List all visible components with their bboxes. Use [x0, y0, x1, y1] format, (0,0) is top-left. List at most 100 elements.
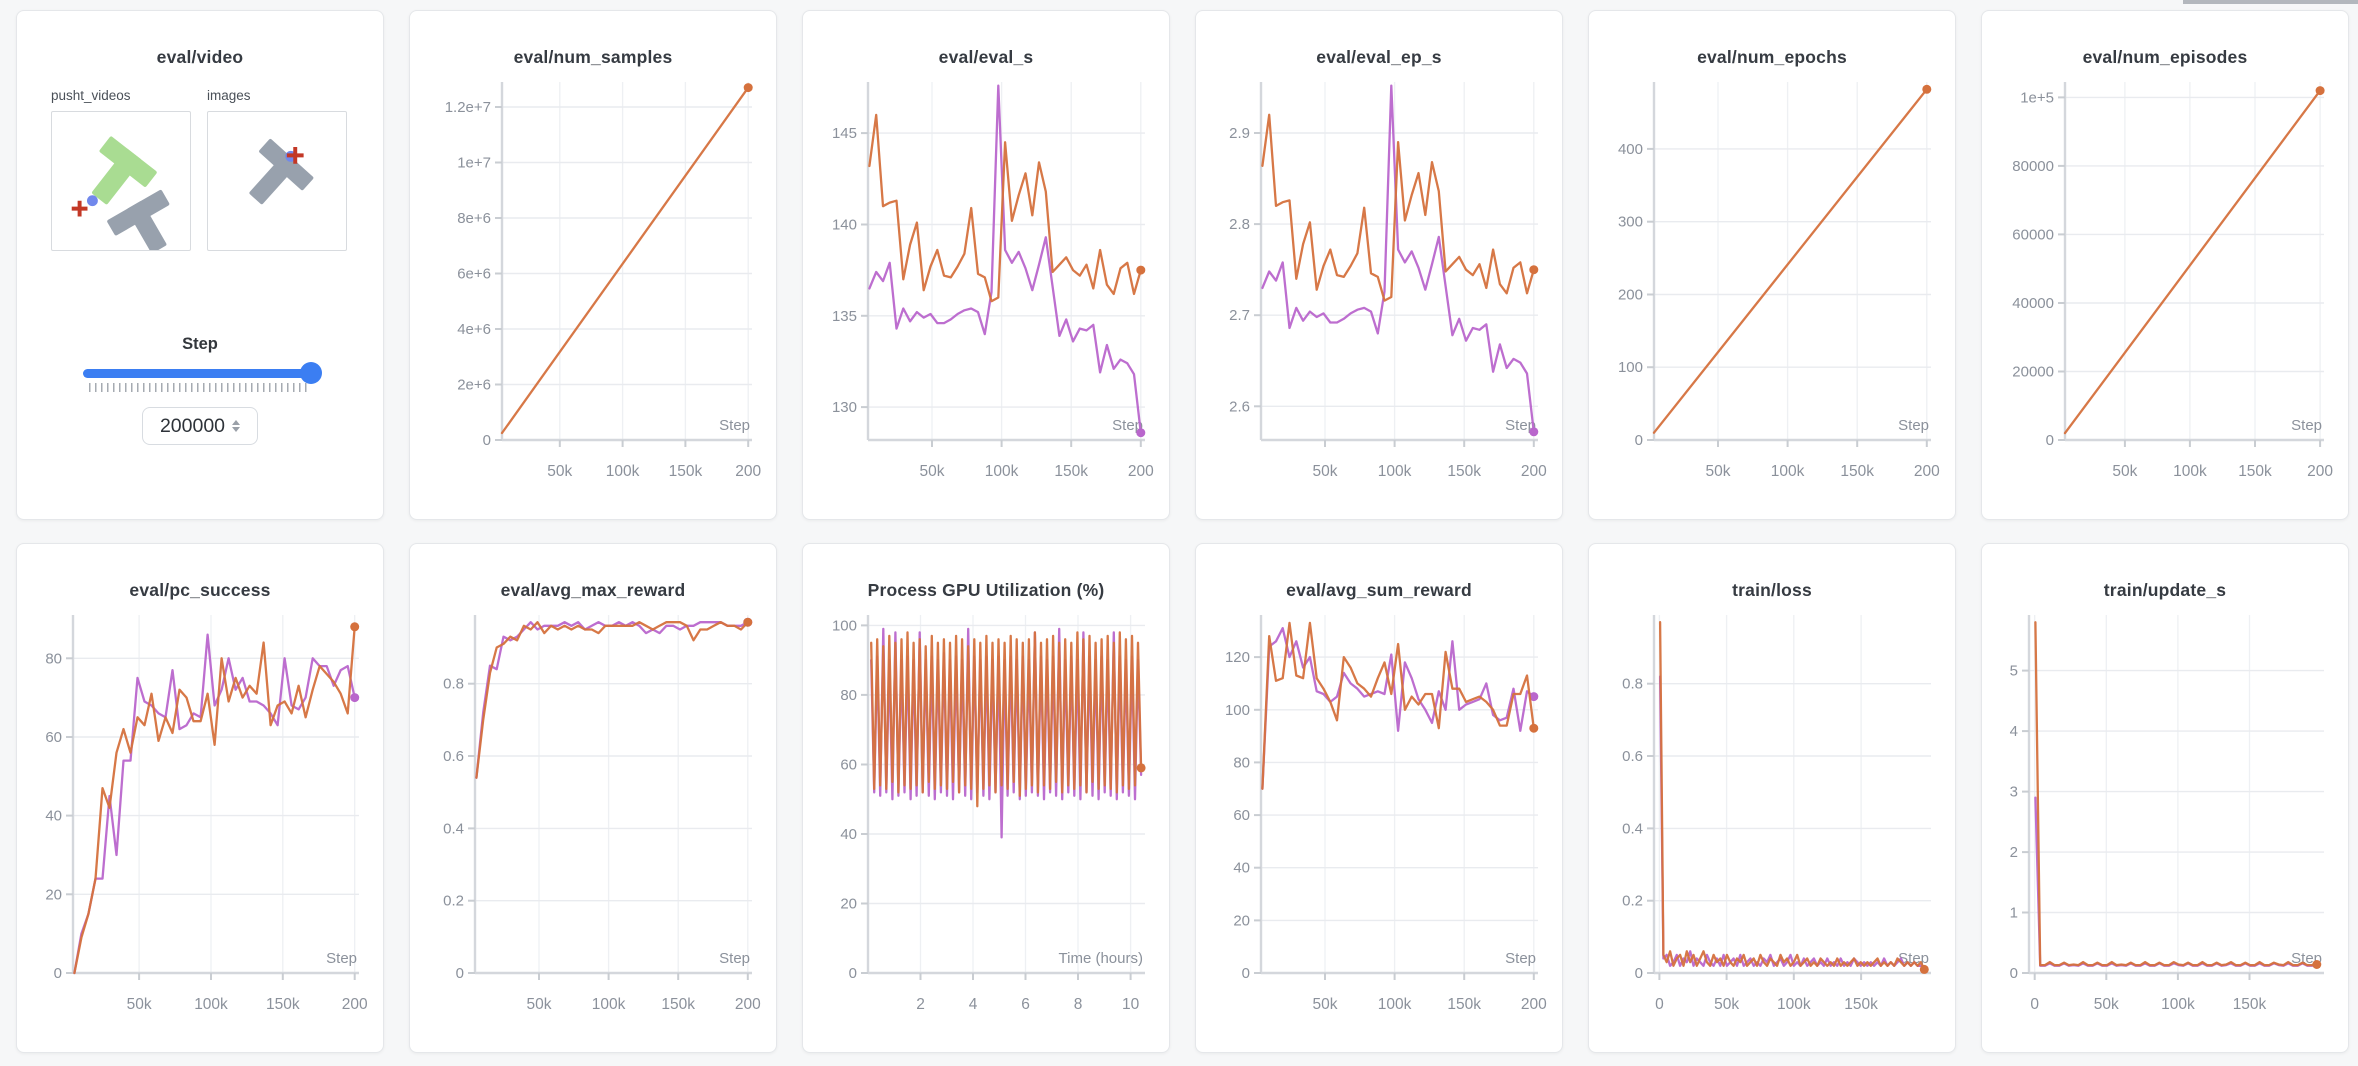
step-input-value[interactable]: 200000 — [159, 414, 226, 437]
svg-text:100k: 100k — [1771, 463, 1805, 480]
media-caption: images — [207, 88, 251, 103]
svg-text:0.8: 0.8 — [1622, 676, 1643, 693]
series-orange — [1652, 88, 1928, 434]
panel-process-gpu-utilization: Process GPU Utilization (%) 0 20 40 60 80 100… — [802, 543, 1170, 1053]
pusht-video-thumbnail[interactable] — [51, 111, 191, 254]
svg-text:0: 0 — [456, 965, 464, 982]
panel-title: eval/num_episodes — [2082, 47, 2248, 67]
line-chart[interactable]: 2.6 2.7 2.8 2.9 50k 100k 150k 200 Step — [1196, 72, 1562, 517]
panel-eval-avg-max-reward: eval/avg_max_reward 0 0.2 0.4 0.6 0.8 50k 100k… — [409, 543, 777, 1053]
panel-title: eval/eval_ep_s — [1316, 47, 1442, 67]
svg-text:8e+6: 8e+6 — [457, 210, 491, 227]
svg-text:2.8: 2.8 — [1229, 216, 1250, 233]
step-input[interactable]: 200000 — [142, 407, 258, 445]
line-chart[interactable]: 130 135 140 145 50k 100k 150k 200 Step — [803, 72, 1169, 517]
series-end-dot — [743, 83, 753, 93]
slider-thumb[interactable] — [299, 362, 322, 384]
svg-text:40: 40 — [840, 826, 857, 843]
svg-text:Step: Step — [1112, 417, 1143, 434]
svg-text:50k: 50k — [1706, 463, 1731, 480]
series-orange — [475, 621, 749, 779]
svg-text:50k: 50k — [1313, 463, 1338, 480]
panel-eval-avg-sum-reward: eval/avg_sum_reward 0 20 40 60 80 100 120 50k 10… — [1195, 543, 1563, 1053]
svg-text:6e+6: 6e+6 — [457, 266, 491, 283]
svg-text:Time (hours): Time (hours) — [1059, 950, 1143, 967]
svg-text:2.9: 2.9 — [1229, 125, 1250, 142]
line-chart[interactable]: 0 20 40 60 80 100 2 4 6 8 10 Time (hours) — [803, 605, 1169, 1050]
svg-text:0: 0 — [54, 965, 62, 982]
panel-title: train/update_s — [2103, 580, 2227, 600]
svg-text:400: 400 — [1618, 141, 1643, 158]
panel-title: eval/num_samples — [513, 47, 673, 67]
chart-svg: 2.6 2.7 2.8 2.9 50k 100k 150k 200 Step — [1229, 82, 1547, 480]
series-purple — [868, 84, 1142, 434]
svg-text:200: 200 — [735, 996, 761, 1013]
svg-text:50k: 50k — [2112, 463, 2137, 480]
svg-text:50k: 50k — [1714, 996, 1739, 1013]
line-chart[interactable]: 0 0.2 0.4 0.6 0.8 50k 100k 150k 200 Step — [410, 605, 776, 1050]
svg-text:40: 40 — [45, 808, 62, 825]
svg-text:200: 200 — [1521, 463, 1547, 480]
svg-text:1.2e+7: 1.2e+7 — [445, 99, 491, 116]
svg-text:0.4: 0.4 — [1622, 820, 1643, 837]
svg-text:0.2: 0.2 — [443, 893, 464, 910]
series-orange — [1658, 621, 1926, 971]
panel-eval-eval-ep-s: eval/eval_ep_s 2.6 2.7 2.8 2.9 50k 100k 150k 20… — [1195, 10, 1563, 520]
svg-text:0: 0 — [1242, 965, 1250, 982]
stepper-up-icon[interactable] — [232, 420, 241, 425]
svg-text:120: 120 — [1225, 649, 1250, 666]
series-orange — [2034, 621, 2318, 967]
line-chart[interactable]: 0 2e+6 4e+6 6e+6 8e+6 1e+7 1.2e+7 50k 100k 150k 20… — [410, 72, 776, 517]
panel-title: eval/video — [156, 47, 244, 67]
svg-text:150k: 150k — [1840, 463, 1874, 480]
svg-text:8: 8 — [1074, 996, 1083, 1013]
series-end-dot — [2312, 960, 2322, 969]
panel-eval-pc-success: eval/pc_success 0 20 40 60 80 50k 100k 150k 200 S… — [16, 543, 384, 1053]
svg-text:50k: 50k — [1313, 996, 1338, 1013]
stepper-arrows[interactable] — [232, 420, 241, 432]
line-chart[interactable]: 0 20 40 60 80 100 120 50k 100k 150k 200 Step — [1196, 605, 1562, 1050]
svg-text:40: 40 — [1233, 860, 1250, 877]
chart-svg: 130 135 140 145 50k 100k 150k 200 Step — [832, 82, 1154, 480]
svg-text:40000: 40000 — [2012, 295, 2054, 312]
svg-text:150k: 150k — [1447, 463, 1481, 480]
series-end-dot — [2315, 86, 2325, 96]
svg-text:60000: 60000 — [2012, 226, 2054, 243]
line-chart[interactable]: 0 0.2 0.4 0.6 0.8 0 50k 100k 150k Step — [1589, 605, 1955, 1050]
step-slider[interactable] — [82, 362, 322, 384]
line-chart[interactable]: 0 100 200 300 400 50k 100k 150k 200 Step — [1589, 72, 1955, 517]
svg-text:140: 140 — [832, 217, 857, 234]
svg-text:0.6: 0.6 — [1622, 748, 1643, 765]
svg-text:10: 10 — [1122, 996, 1140, 1013]
series-purple — [1261, 84, 1535, 433]
stepper-down-icon[interactable] — [232, 427, 241, 432]
svg-text:200: 200 — [1618, 287, 1643, 304]
svg-text:4: 4 — [2010, 723, 2018, 740]
chart-svg: 0 20 40 60 80 50k 100k 150k 200 Step — [45, 615, 368, 1013]
svg-text:150k: 150k — [1844, 996, 1878, 1013]
slider-track[interactable] — [82, 369, 318, 378]
svg-text:0: 0 — [849, 965, 857, 982]
svg-text:135: 135 — [832, 308, 857, 325]
series-end-dot — [1529, 723, 1539, 733]
svg-text:0: 0 — [1655, 996, 1664, 1013]
svg-text:0.4: 0.4 — [443, 820, 464, 837]
svg-text:0: 0 — [1635, 432, 1643, 449]
panel-train-loss: train/loss 0 0.2 0.4 0.6 0.8 0 50k 100k 150k Step — [1588, 543, 1956, 1053]
media-item-pusht-videos: pusht_videos — [51, 88, 191, 254]
line-chart[interactable]: 0 20000 40000 60000 80000 1e+5 50k 100k 150k 200 S… — [1982, 72, 2348, 517]
images-thumbnail[interactable] — [207, 111, 347, 251]
line-chart[interactable]: 0 1 2 3 4 5 0 50k 100k 150k Step — [1982, 605, 2348, 1050]
svg-text:150k: 150k — [669, 463, 703, 480]
svg-text:80000: 80000 — [2012, 158, 2054, 175]
svg-text:300: 300 — [1618, 214, 1643, 231]
svg-text:100: 100 — [1618, 359, 1643, 376]
svg-text:Step: Step — [1898, 417, 1929, 434]
line-chart[interactable]: 0 20 40 60 80 50k 100k 150k 200 Step — [17, 605, 383, 1050]
svg-text:50k: 50k — [920, 463, 945, 480]
svg-text:150k: 150k — [266, 996, 300, 1013]
panel-title: train/loss — [1732, 580, 1812, 600]
svg-text:150k: 150k — [2238, 463, 2272, 480]
series-end-dot — [1529, 692, 1539, 702]
panel-eval-num-samples: eval/num_samples 0 2e+6 4e+6 6e+6 8e+6 1e+7 1.… — [409, 10, 777, 520]
